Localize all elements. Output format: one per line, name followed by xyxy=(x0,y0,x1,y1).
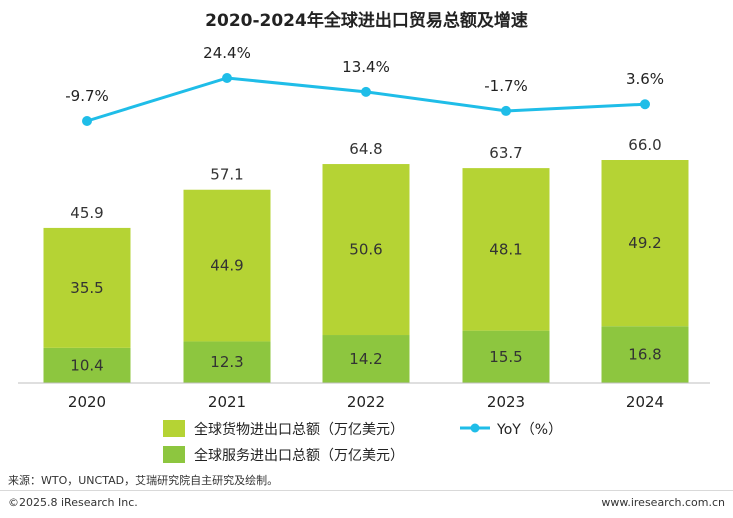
bar-goods-2024 xyxy=(601,160,689,327)
label-services-2021: 12.3 xyxy=(210,353,243,371)
legend-marker-yoy xyxy=(470,423,480,433)
yoy-label-2022: 13.4% xyxy=(342,58,390,76)
label-services-2023: 15.5 xyxy=(489,348,522,366)
yoy-point-2024 xyxy=(640,99,650,110)
bar-services-2021 xyxy=(183,341,271,383)
yoy-point-2022 xyxy=(361,86,371,97)
label-total-2024: 66.0 xyxy=(628,136,661,154)
x-tick-2021: 2021 xyxy=(208,393,246,411)
website-link[interactable]: www.iresearch.com.cn xyxy=(601,496,725,509)
yoy-line-layer: -9.7% 24.4% 13.4% -1.7% 3.6% xyxy=(65,44,664,126)
label-total-2023: 63.7 xyxy=(489,144,522,162)
bar-services-2020 xyxy=(43,347,131,383)
label-goods-2024: 49.2 xyxy=(628,234,661,252)
x-tick-2020: 2020 xyxy=(68,393,106,411)
x-tick-2024: 2024 xyxy=(626,393,664,411)
footer-divider xyxy=(0,490,733,491)
yoy-label-2021: 24.4% xyxy=(203,44,251,62)
chart: 10.4 35.5 45.9 12.3 44.9 57.1 14.2 50.6 64.8 15.5… xyxy=(18,44,710,464)
bar-goods-2022 xyxy=(322,164,410,336)
legend-swatch-services xyxy=(163,446,185,463)
label-total-2020: 45.9 xyxy=(70,204,103,222)
label-goods-2020: 35.5 xyxy=(70,279,103,297)
x-tick-layer: 2020 2021 2022 2023 2024 xyxy=(68,393,664,411)
yoy-label-2024: 3.6% xyxy=(626,70,664,88)
bar-goods-2023 xyxy=(462,168,550,331)
yoy-point-2020 xyxy=(82,116,92,126)
label-services-2024: 16.8 xyxy=(628,346,661,364)
x-tick-2022: 2022 xyxy=(347,393,385,411)
legend-label-goods: 全球货物进出口总额（万亿美元） xyxy=(194,421,404,438)
label-total-2022: 64.8 xyxy=(349,140,382,158)
legend-swatch-goods xyxy=(163,420,185,437)
x-tick-2023: 2023 xyxy=(487,393,525,411)
yoy-point-2023 xyxy=(501,105,511,116)
copyright: ©2025.8 iResearch Inc. xyxy=(8,496,138,509)
source-note: 来源：WTO，UNCTAD，艾瑞研究院自主研究及绘制。 xyxy=(8,474,279,487)
bar-goods-2020 xyxy=(43,227,131,348)
yoy-point-2021 xyxy=(222,73,232,83)
yoy-label-2023: -1.7% xyxy=(484,77,528,95)
bar-services-2024 xyxy=(601,326,689,383)
label-services-2020: 10.4 xyxy=(70,356,103,374)
bars-layer: 10.4 35.5 45.9 12.3 44.9 57.1 14.2 50.6 64.8 15.5… xyxy=(43,136,689,383)
yoy-line xyxy=(86,76,646,123)
chart-title: 2020-2024年全球进出口贸易总额及增速 xyxy=(205,11,528,31)
label-goods-2023: 48.1 xyxy=(489,240,522,258)
bar-services-2023 xyxy=(462,330,550,383)
label-goods-2021: 44.9 xyxy=(210,257,243,275)
footer: 来源：WTO，UNCTAD，艾瑞研究院自主研究及绘制。 ©2025.8 iRes… xyxy=(0,470,733,518)
legend-label-yoy: YoY（%） xyxy=(496,422,562,438)
bar-services-2022 xyxy=(322,335,410,383)
bar-goods-2021 xyxy=(183,189,271,342)
legend-label-services: 全球服务进出口总额（万亿美元） xyxy=(194,447,404,464)
yoy-label-2020: -9.7% xyxy=(65,87,109,105)
label-total-2021: 57.1 xyxy=(210,166,243,184)
label-services-2022: 14.2 xyxy=(349,350,382,368)
legend: 全球货物进出口总额（万亿美元） 全球服务进出口总额（万亿美元） YoY（%） xyxy=(163,420,562,464)
label-goods-2022: 50.6 xyxy=(349,241,382,259)
